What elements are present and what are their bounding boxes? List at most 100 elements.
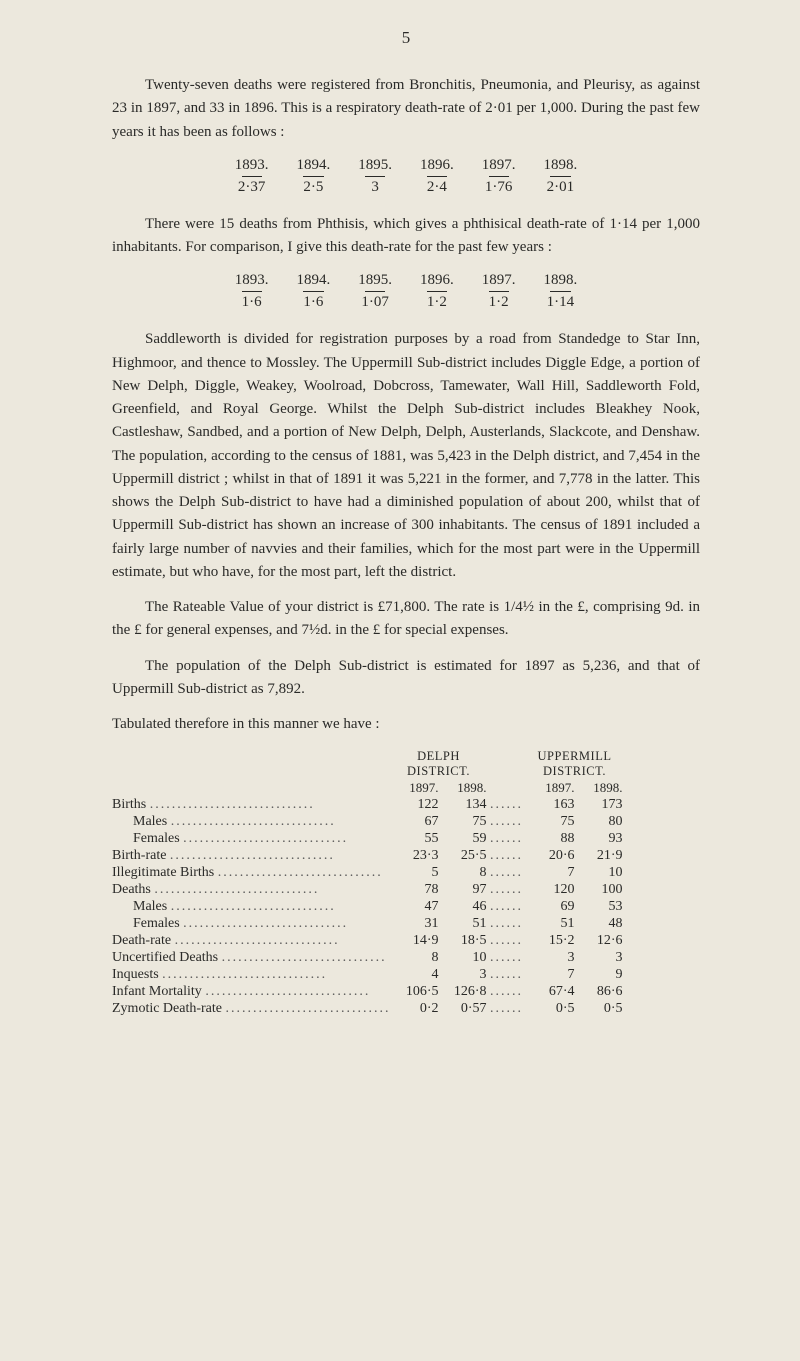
- table-row: Death-rate .............................…: [112, 932, 623, 949]
- cell: 120: [527, 881, 575, 898]
- table-phthisis-rates: 1893. 1894. 1895. 1896. 1897. 1898. 1·6 …: [221, 271, 592, 312]
- spacer: ......: [487, 813, 527, 830]
- spacer: ......: [487, 1000, 527, 1017]
- cell: 15·2: [527, 932, 575, 949]
- cell: 12·6: [575, 932, 623, 949]
- cell: 173: [575, 796, 623, 813]
- row-values: 2·37 2·5 3 2·4 1·76 2·01: [221, 178, 592, 197]
- spacer: ......: [487, 796, 527, 813]
- yr: 1897.: [391, 779, 439, 796]
- year: 1897.: [468, 156, 530, 178]
- cell: 3: [575, 949, 623, 966]
- row-years: 1893. 1894. 1895. 1896. 1897. 1898.: [221, 156, 592, 178]
- row-label: Zymotic Death-rate .....................…: [112, 1000, 391, 1017]
- cell: 59: [439, 830, 487, 847]
- cell: 53: [575, 898, 623, 915]
- cell: 46: [439, 898, 487, 915]
- table-row: Deaths ..............................789…: [112, 881, 623, 898]
- row-label: Males ..............................: [112, 813, 391, 830]
- cell: 106·5: [391, 983, 439, 1000]
- cell: 31: [391, 915, 439, 932]
- val: 1·2: [468, 293, 530, 312]
- year: 1896.: [406, 156, 468, 178]
- val: 2·4: [406, 178, 468, 197]
- cell: 3: [527, 949, 575, 966]
- row-label: Females ..............................: [112, 915, 391, 932]
- para-1: Twenty-seven deaths were registered from…: [112, 74, 700, 144]
- cell: 20·6: [527, 847, 575, 864]
- hdr-delph: DELPH DISTRICT.: [391, 748, 487, 779]
- table-row: Infant Mortality .......................…: [112, 983, 623, 1000]
- para-2: There were 15 deaths from Phthisis, whic…: [112, 213, 700, 260]
- spacer: ......: [487, 864, 527, 881]
- cell: 48: [575, 915, 623, 932]
- cell: 88: [527, 830, 575, 847]
- cell: 126·8: [439, 983, 487, 1000]
- row-label: Females ..............................: [112, 830, 391, 847]
- year: 1895.: [344, 156, 406, 178]
- year: 1895.: [344, 271, 406, 293]
- table-row: Inquests ..............................4…: [112, 966, 623, 983]
- cell: 163: [527, 796, 575, 813]
- cell: 80: [575, 813, 623, 830]
- spacer: ......: [487, 983, 527, 1000]
- cell: 86·6: [575, 983, 623, 1000]
- table-row: Birth-rate .............................…: [112, 847, 623, 864]
- val: 1·6: [283, 293, 345, 312]
- para-6: Tabulated therefore in this manner we ha…: [112, 713, 700, 736]
- val: 1·76: [468, 178, 530, 197]
- cell: 10: [575, 864, 623, 881]
- yr: 1897.: [527, 779, 575, 796]
- val: 2·01: [530, 178, 592, 197]
- cell: 75: [527, 813, 575, 830]
- cell: 14·9: [391, 932, 439, 949]
- row-year-headers: 1897. 1898. 1897. 1898.: [112, 779, 623, 796]
- cell: 78: [391, 881, 439, 898]
- cell: 97: [439, 881, 487, 898]
- cell: 51: [439, 915, 487, 932]
- cell: 3: [439, 966, 487, 983]
- spacer: ......: [487, 932, 527, 949]
- cell: 18·5: [439, 932, 487, 949]
- row-values: 1·6 1·6 1·07 1·2 1·2 1·14: [221, 293, 592, 312]
- cell: 0·57: [439, 1000, 487, 1017]
- table-row: Uncertified Deaths .....................…: [112, 949, 623, 966]
- cell: 25·5: [439, 847, 487, 864]
- cell: 23·3: [391, 847, 439, 864]
- cell: 67: [391, 813, 439, 830]
- cell: 51: [527, 915, 575, 932]
- row-label: Males ..............................: [112, 898, 391, 915]
- cell: 100: [575, 881, 623, 898]
- table-row: Births ..............................122…: [112, 796, 623, 813]
- val: 3: [344, 178, 406, 197]
- cell: 55: [391, 830, 439, 847]
- val: 1·2: [406, 293, 468, 312]
- cell: 7: [527, 864, 575, 881]
- spacer: ......: [487, 915, 527, 932]
- table-row: Males ..............................67 75…: [112, 813, 623, 830]
- cell: 0·2: [391, 1000, 439, 1017]
- table-respiratory-rates: 1893. 1894. 1895. 1896. 1897. 1898. 2·37…: [221, 156, 592, 197]
- hdr-uppermill: UPPERMILL DISTRICT.: [527, 748, 623, 779]
- year: 1894.: [283, 271, 345, 293]
- table-row: Females ..............................55…: [112, 830, 623, 847]
- table-row: Females ..............................31…: [112, 915, 623, 932]
- cell: 0·5: [575, 1000, 623, 1017]
- page: 5 Twenty-seven deaths were registered fr…: [0, 0, 800, 1361]
- cell: 67·4: [527, 983, 575, 1000]
- cell: 4: [391, 966, 439, 983]
- row-district-headers: DELPH DISTRICT. UPPERMILL DISTRICT.: [112, 748, 623, 779]
- year: 1896.: [406, 271, 468, 293]
- cell: 9: [575, 966, 623, 983]
- spacer: ......: [487, 847, 527, 864]
- table-district-data: DELPH DISTRICT. UPPERMILL DISTRICT. 1897…: [112, 748, 623, 1017]
- para-5: The population of the Delph Sub-district…: [112, 655, 700, 702]
- yr: 1898.: [439, 779, 487, 796]
- table-row: Males ..............................4746…: [112, 898, 623, 915]
- val: 1·14: [530, 293, 592, 312]
- cell: 8: [391, 949, 439, 966]
- table-row: Illegitimate Births ....................…: [112, 864, 623, 881]
- spacer: ......: [487, 898, 527, 915]
- cell: 7: [527, 966, 575, 983]
- cell: 93: [575, 830, 623, 847]
